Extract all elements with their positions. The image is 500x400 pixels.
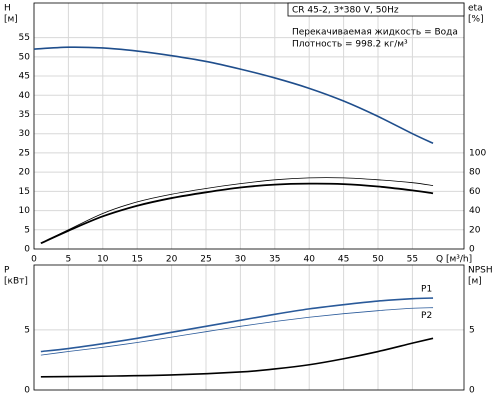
y2-axis-label: [%]	[468, 15, 484, 25]
x-tick-label: 15	[131, 255, 142, 265]
y-tick-label: 55	[19, 33, 30, 43]
x-tick-label: 55	[407, 255, 418, 265]
y2-tick-label: 0	[469, 245, 475, 255]
x-tick-label: 50	[372, 255, 384, 265]
annotation-box	[287, 2, 465, 17]
y-tick-label: 40	[19, 91, 31, 101]
x-tick-label: 5	[66, 255, 72, 265]
y2-axis-label: [м]	[468, 277, 482, 287]
series-label: P2	[421, 311, 432, 321]
y-tick-label: 35	[19, 110, 30, 120]
plot-frame	[33, 2, 465, 250]
y-tick-label: 30	[19, 129, 31, 139]
x-tick-label: 45	[338, 255, 349, 265]
series-label: P1	[421, 285, 432, 295]
y2-axis-label: NPSH	[468, 266, 493, 276]
x-tick-label: 0	[31, 255, 37, 265]
plot-frame	[33, 264, 465, 391]
x-tick-label: 10	[97, 255, 109, 265]
curve	[33, 46, 434, 145]
y2-axis-label: eta	[468, 4, 483, 14]
x-tick-label: 35	[269, 255, 280, 265]
x-axis-label: Q [м³/h]	[436, 255, 472, 265]
y-tick-label: 5	[24, 325, 30, 335]
y2-tick-label: 80	[469, 168, 481, 178]
y-axis-label: P	[4, 266, 10, 276]
y-tick-label: 45	[19, 72, 30, 82]
curve	[40, 177, 434, 244]
annotation: Перекачиваемая жидкость = Вода	[292, 28, 458, 38]
y2-tick-label: 60	[469, 187, 481, 197]
y2-tick-label: 5	[469, 325, 475, 335]
x-tick-label: 20	[166, 255, 178, 265]
x-tick-label: 40	[303, 255, 315, 265]
x-tick-label: 25	[200, 255, 211, 265]
y-tick-label: 20	[19, 168, 31, 178]
x-tick-label: 30	[235, 255, 247, 265]
curve	[40, 337, 434, 378]
y2-tick-label: 0	[469, 386, 475, 396]
y-tick-label: 50	[19, 52, 31, 62]
y-axis-label: [кВт]	[4, 277, 28, 287]
y-tick-label: 15	[19, 187, 30, 197]
annotation: CR 45-2, 3*380 V, 50Hz	[292, 6, 399, 16]
y2-tick-label: 40	[469, 206, 481, 216]
y2-tick-label: 20	[469, 225, 481, 235]
y-tick-label: 5	[24, 225, 30, 235]
y-tick-label: 0	[24, 386, 30, 396]
annotation: Плотность = 998.2 кг/м³	[292, 40, 408, 50]
y-tick-label: 0	[24, 245, 30, 255]
y-axis-label: H	[4, 4, 11, 14]
y2-tick-label: 100	[469, 148, 486, 158]
y-axis-label: [м]	[4, 15, 18, 25]
y-tick-label: 25	[19, 148, 30, 158]
curve	[40, 307, 434, 356]
curve	[40, 182, 434, 245]
curve	[40, 297, 434, 353]
y-tick-label: 10	[19, 206, 31, 216]
